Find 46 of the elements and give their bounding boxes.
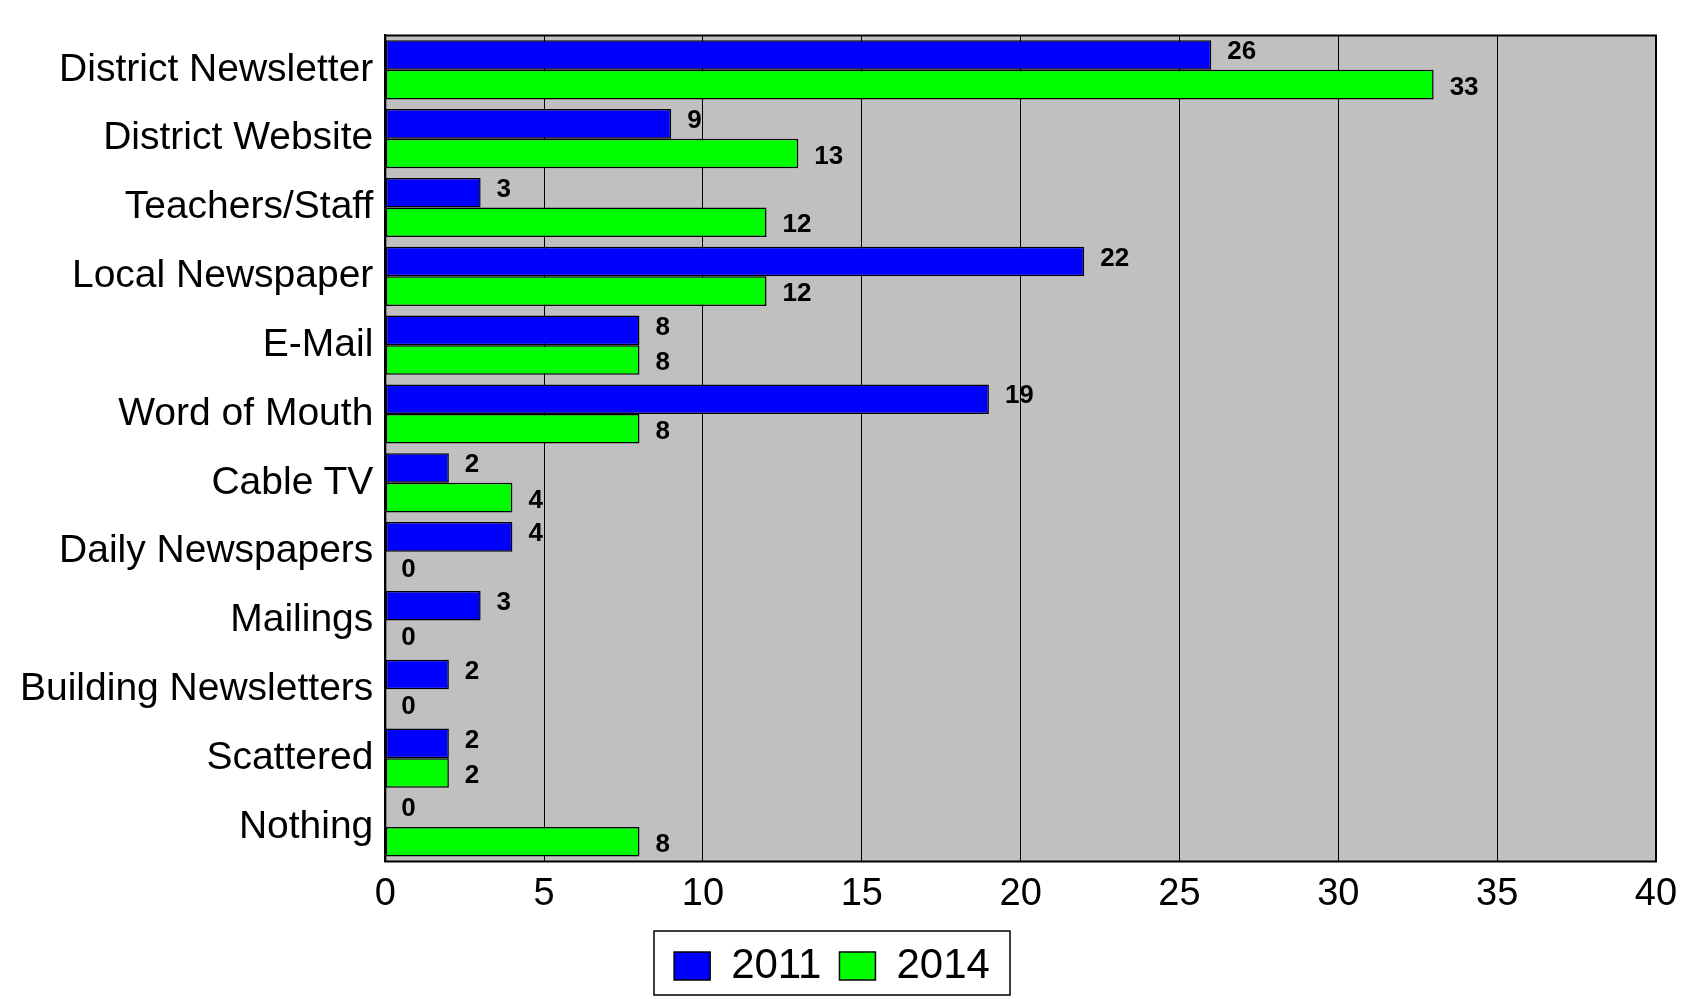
x-tick-label: 15 — [840, 870, 883, 913]
data-label: 22 — [1100, 241, 1130, 272]
data-label: 2 — [464, 759, 480, 790]
y-tick-label: District Website — [103, 114, 374, 158]
data-label: 12 — [782, 277, 812, 308]
y-tick-label: E-Mail — [262, 320, 374, 364]
x-tick-label: 25 — [1158, 870, 1201, 913]
data-label: 4 — [528, 483, 544, 514]
x-tick-label: 30 — [1317, 870, 1360, 913]
data-label: 8 — [655, 310, 670, 341]
data-label: 2 — [464, 654, 480, 685]
data-label: 3 — [496, 172, 512, 203]
data-label: 2 — [464, 723, 480, 754]
y-tick-label: District Newsletter — [59, 45, 374, 89]
data-label: 13 — [814, 139, 844, 170]
data-label: 12 — [782, 208, 812, 239]
y-tick-label: Teachers/Staff — [124, 183, 374, 227]
data-label: 8 — [655, 414, 670, 445]
data-label: 9 — [687, 104, 702, 135]
x-tick-label: 40 — [1634, 870, 1678, 913]
data-label: 33 — [1449, 70, 1479, 101]
legend-label: 2011 — [731, 939, 822, 987]
data-label: 0 — [401, 621, 416, 652]
x-tick-label: 20 — [999, 870, 1042, 913]
x-tick-label: 10 — [681, 870, 725, 913]
y-tick-label: Nothing — [238, 802, 374, 846]
data-label: 4 — [528, 517, 544, 548]
y-tick-label: Mailings — [230, 596, 374, 640]
x-tick-label: 5 — [533, 870, 555, 913]
data-label: 0 — [401, 792, 416, 823]
data-label: 0 — [401, 552, 416, 583]
y-tick-label: Local Newspaper — [71, 252, 374, 296]
y-tick-label: Building Newsletters — [20, 665, 374, 709]
data-label: 0 — [401, 690, 416, 721]
y-tick-label: Daily Newspapers — [59, 527, 374, 571]
x-tick-label: 35 — [1476, 870, 1519, 913]
data-label: 2 — [464, 448, 480, 479]
data-label: 3 — [496, 585, 512, 616]
y-tick-label: Word of Mouth — [118, 389, 374, 433]
y-tick-label: Scattered — [206, 733, 374, 777]
data-label: 8 — [655, 827, 670, 858]
x-tick-label: 0 — [374, 870, 396, 913]
y-tick-label: Cable TV — [211, 458, 374, 502]
data-label: 8 — [655, 346, 670, 377]
data-label: 26 — [1227, 35, 1257, 66]
legend-label: 2014 — [896, 939, 990, 987]
